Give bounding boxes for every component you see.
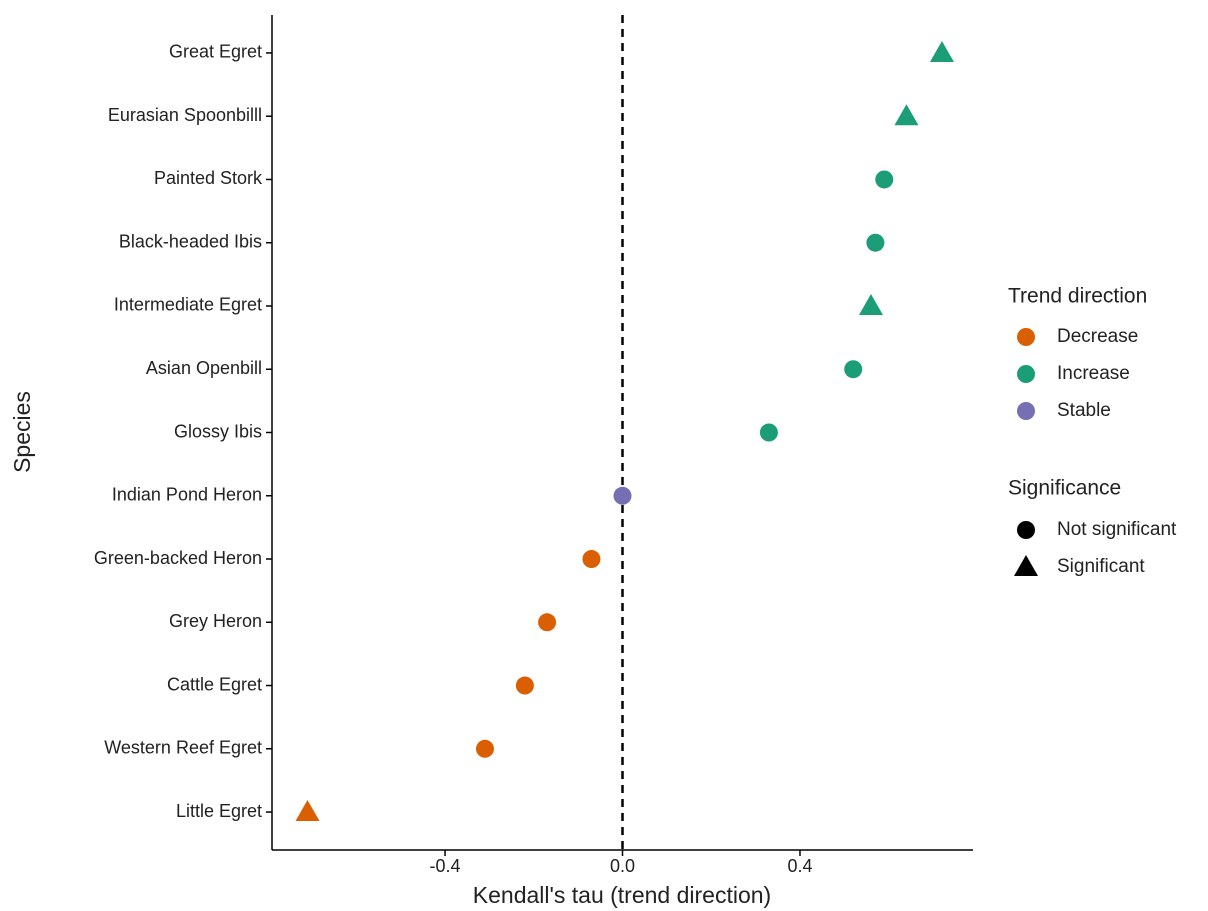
y-tick-label: Grey Heron (169, 611, 262, 631)
marker (875, 170, 893, 188)
legend-marker (1017, 365, 1035, 383)
marker (614, 487, 632, 505)
y-tick-label: Little Egret (176, 801, 262, 821)
y-tick-label: Black-headed Ibis (119, 231, 262, 251)
y-tick-label: Asian Openbill (146, 358, 262, 378)
x-tick-label: -0.4 (430, 856, 461, 876)
marker (582, 550, 600, 568)
marker (844, 360, 862, 378)
y-tick-label: Great Egret (169, 42, 262, 62)
y-tick-label: Western Reef Egret (104, 738, 262, 758)
marker (476, 740, 494, 758)
x-tick-label: 0.4 (787, 856, 812, 876)
legend-title: Trend direction (1008, 285, 1147, 308)
marker (866, 234, 884, 252)
legend-label: Significant (1057, 556, 1145, 577)
chart: Kendall's tau (trend direction) Species … (0, 0, 1208, 911)
legend-label: Increase (1057, 363, 1130, 384)
y-tick-label: Indian Pond Heron (112, 485, 262, 505)
legend-marker (1014, 555, 1038, 576)
legend-marker (1017, 328, 1035, 346)
marker (930, 41, 954, 62)
y-axis-title: Species (9, 391, 35, 473)
marker (894, 104, 918, 125)
marker (538, 613, 556, 631)
legend-title: Significance (1008, 477, 1121, 500)
y-tick-label: Cattle Egret (167, 674, 262, 694)
legend-label: Stable (1057, 400, 1111, 421)
marker (859, 294, 883, 315)
legend-label: Decrease (1057, 326, 1138, 347)
marker (516, 677, 534, 695)
legend-marker (1017, 402, 1035, 420)
x-axis-title: Kendall's tau (trend direction) (473, 882, 771, 908)
y-tick-label: Painted Stork (154, 168, 263, 188)
marker (760, 424, 778, 442)
marker (295, 800, 319, 821)
x-tick-label: 0.0 (610, 856, 635, 876)
y-tick-label: Glossy Ibis (174, 421, 262, 441)
legend-marker (1017, 521, 1035, 539)
y-tick-label: Eurasian Spoonbilll (108, 105, 262, 125)
legend-label: Not significant (1057, 519, 1177, 540)
y-tick-label: Green-backed Heron (94, 548, 262, 568)
y-tick-label: Intermediate Egret (114, 295, 262, 315)
